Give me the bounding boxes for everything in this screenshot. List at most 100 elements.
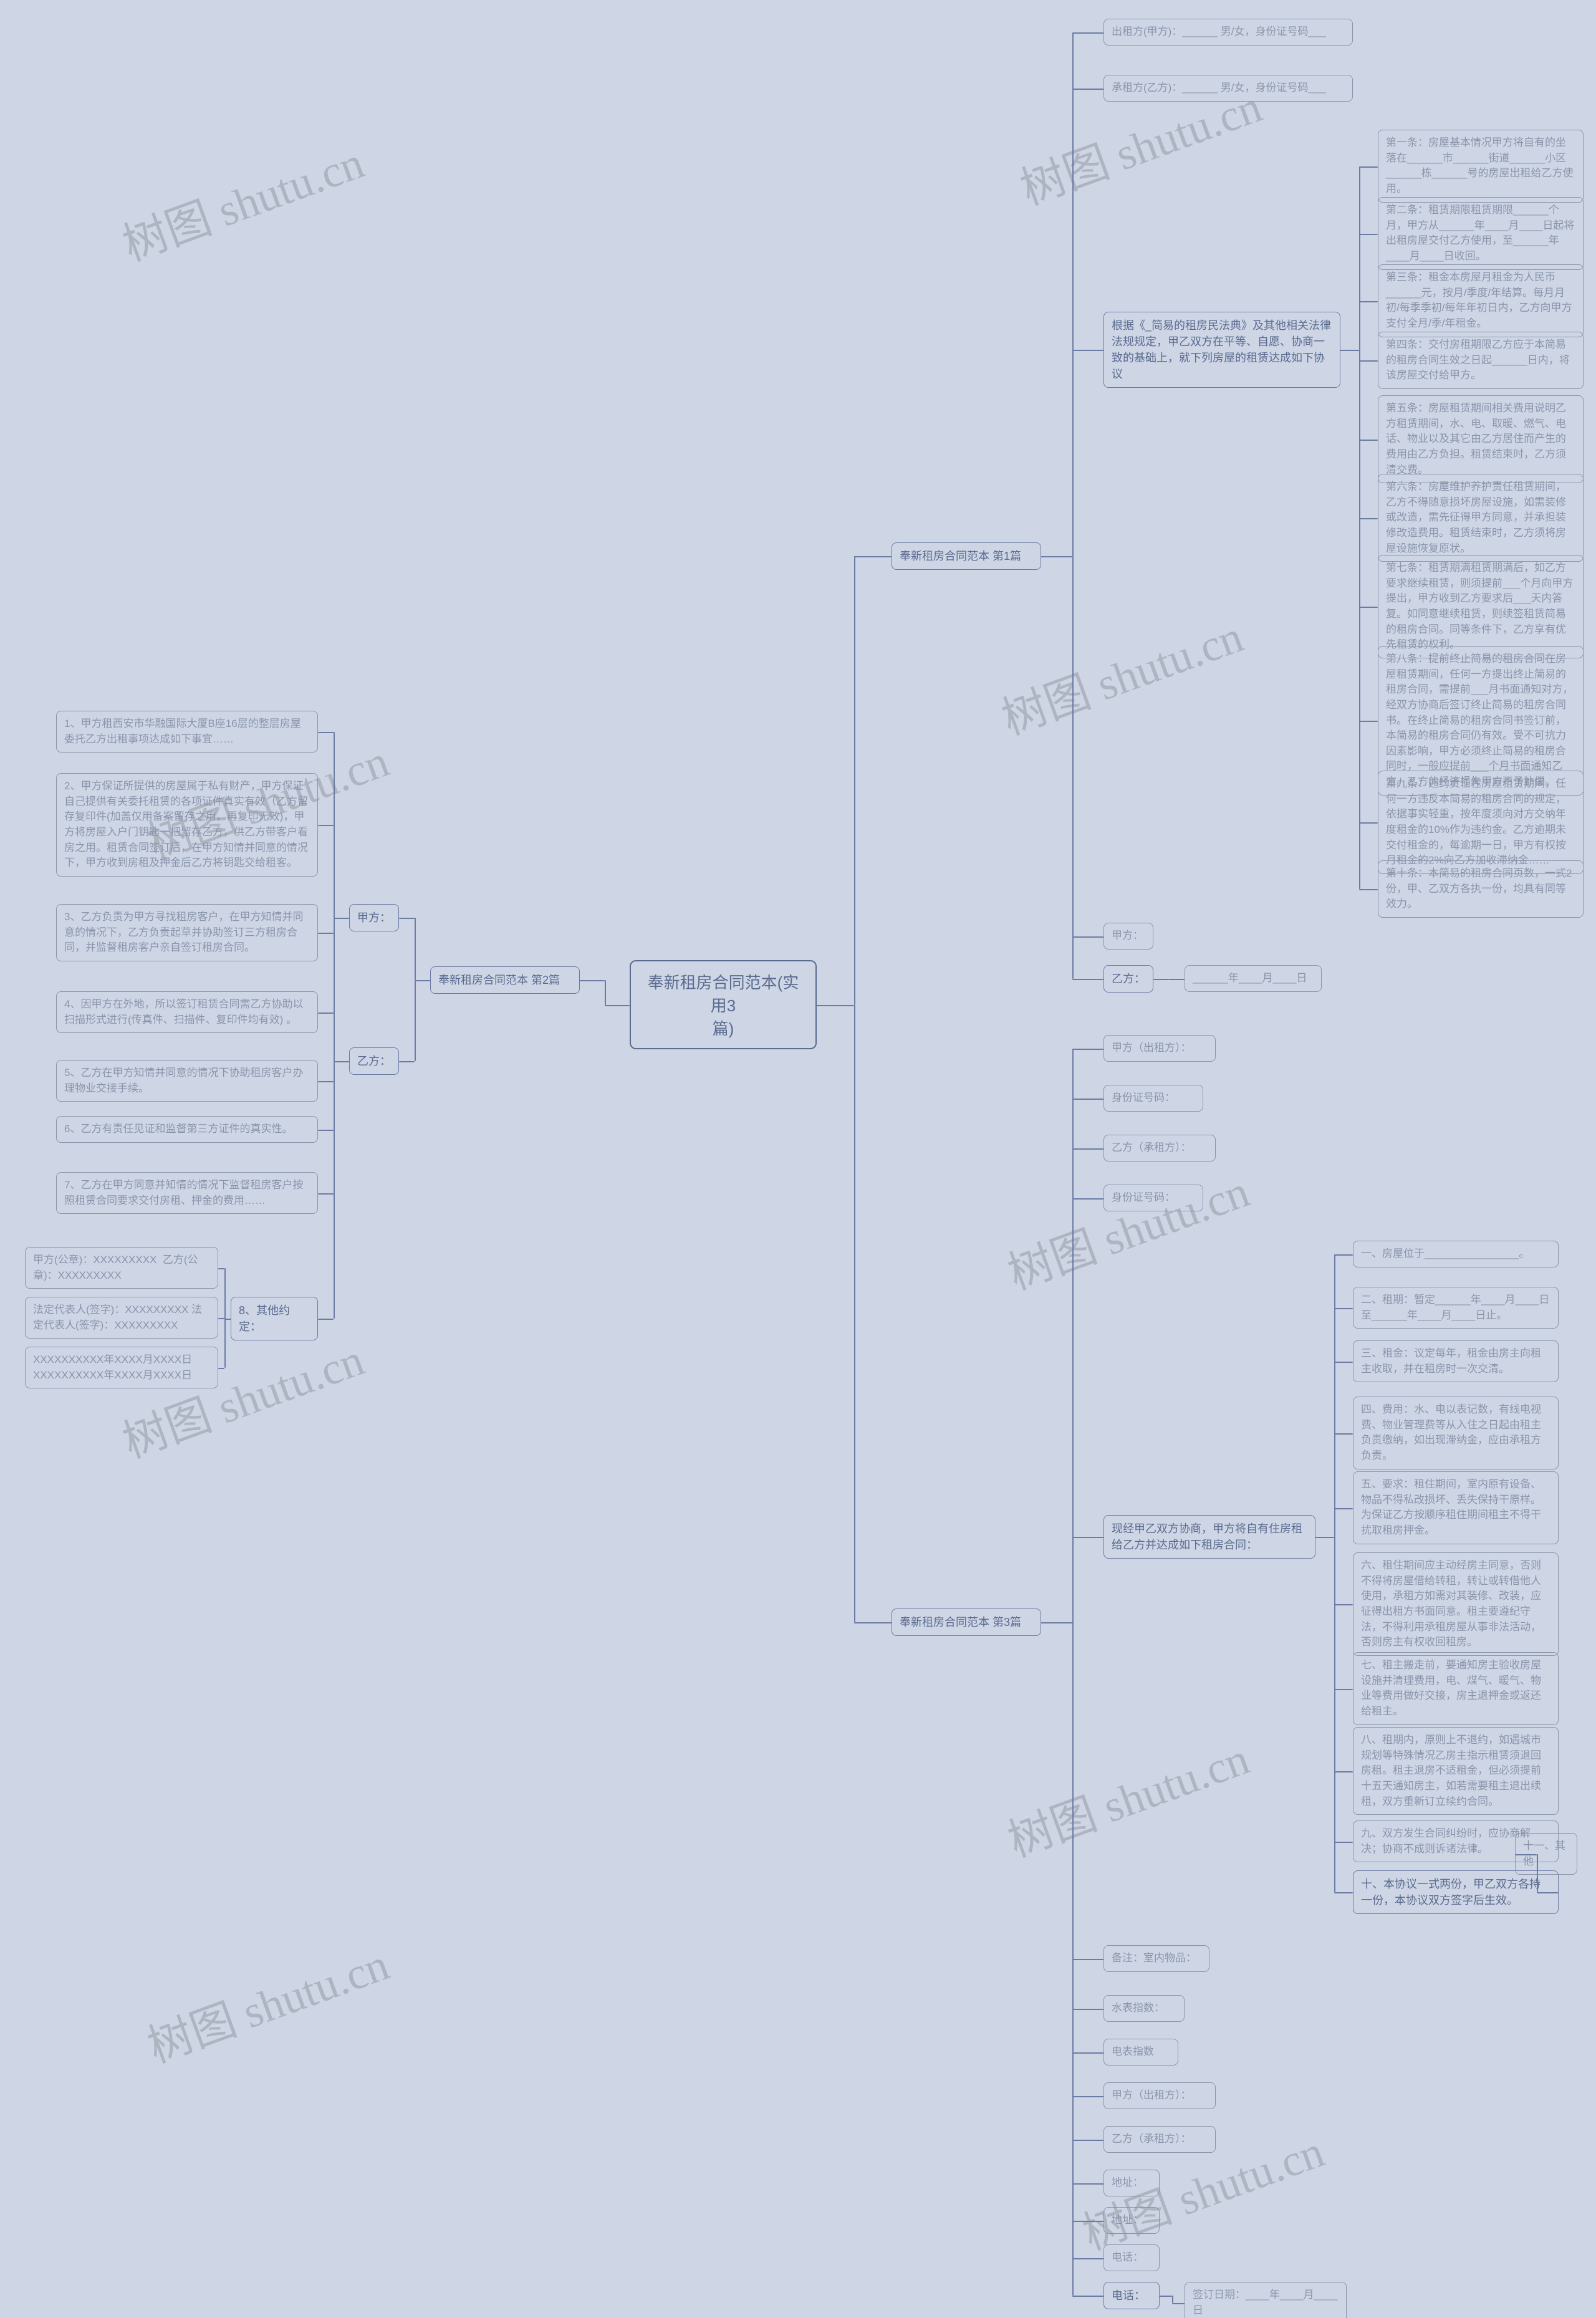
node-label: 第二条：租赁期限租赁期限______个月，甲方从______年____月____… [1386,204,1574,262]
connector [1340,350,1359,351]
node-label: 4、因甲方在外地，所以签订租赁合同需乙方协助以扫描形式进行(传真件、扫描件、复印… [64,998,303,1026]
node-s3c9: 甲方（出租方）： [1103,2082,1216,2109]
node-p2c1: 甲方(公章)：XXXXXXXXX 乙方(公章)：XXXXXXXXX [25,1247,218,1289]
node-label: 十、本协议一式两份，甲乙双方各持一份，本协议双方签字后生效。 [1361,1878,1541,1907]
connector [224,1319,226,1368]
connector [854,1622,892,1623]
connector [1172,2296,1173,2303]
node-label: 身份证号码： [1112,1092,1175,1104]
node-s3c6: 备注：室内物品： [1103,1945,1209,1972]
node-label: 第一条：房屋基本情况甲方将自有的坐落在______市______街道______… [1386,137,1573,195]
connector [854,556,855,1005]
node-label: 五、要求：租住期间，室内原有设备、物品不得私改损坏、丢失保持干原样。为保证乙方按… [1361,1478,1541,1536]
node-a1: 第一条：房屋基本情况甲方将自有的坐落在______市______街道______… [1378,130,1584,203]
connector [854,556,892,557]
connector [334,1061,349,1062]
connector [1359,234,1378,235]
connector [399,918,415,919]
node-label: 八、租期内，原则上不退约，如遇城市规划等特殊情况乙房主指示租赁须退回房租。租主退… [1361,1734,1541,1807]
connector [1334,1433,1353,1435]
node-p2c2: 法定代表人(签字)：XXXXXXXXX 法定代表人(签字)：XXXXXXXXX [25,1297,218,1339]
connector [1359,889,1378,890]
node-s1c1: 出租方(甲方)：______ 男/女，身份证号码___ [1103,19,1353,46]
node-label: 二、租期：暂定______年____月____日至______年____月___… [1361,1294,1549,1321]
connector [1334,1842,1353,1843]
node-label: 第十条：本简易的租房合同页数，一式2份，甲、乙双方各执一份，均具有同等效力。 [1386,867,1572,910]
connector [1537,1892,1559,1893]
watermark: 树图 shutu.cn [112,1323,372,1471]
connector [1359,301,1360,350]
node-label: 第八条：提前终止简易的租房合同在房屋租赁期间，任何一方提出终止简易的租房合同，需… [1386,653,1573,787]
connector [1072,2296,1103,2297]
node-s1c5: 乙方： [1103,965,1153,993]
connector [1072,2183,1103,2185]
node-label: 第九条：违约责任在房屋租赁期间，任何一方违反本简易的租房合同的规定，依据事实轻重… [1386,777,1566,866]
node-label: 第六条：房屋维护养护责任租赁期间，乙方不得随意损坏房屋设施，如需装修或改造，需先… [1386,481,1566,554]
node-a10: 第十条：本简易的租房合同页数，一式2份，甲、乙双方各执一份，均具有同等效力。 [1378,860,1584,918]
connector [1072,2009,1103,2010]
connector [318,1012,334,1014]
node-label: ______年____月____日 [1193,972,1307,984]
connector [224,1268,226,1319]
connector [1072,350,1074,556]
connector [318,1130,334,1131]
node-label: 四、费用：水、电以表记数，有线电视费、物业管理费等从入住之日起由租主负责缴纳，如… [1361,1403,1541,1461]
connector [1072,2258,1103,2259]
connector [1537,1854,1538,1893]
connector [415,918,416,980]
node-a3: 第三条：租金本房屋月租金为人民币______元，按月/季度/年结算。每月月初/每… [1378,264,1584,337]
connector [1072,1537,1103,1538]
node-label: 甲方（出租方）： [1112,1042,1191,1054]
node-p2b6: 7、乙方在甲方同意并知情的情况下监督租房客户按照租赁合同要求交付房租、押金的费用… [56,1172,318,1214]
node-s1c5a: ______年____月____日 [1185,965,1322,992]
connector [580,980,605,981]
connector [605,1005,630,1006]
node-label: 第四条：交付房租期限乙方应于本简易的租房合同生效之日起______日内，将该房屋… [1386,339,1570,381]
node-label: 甲方： [357,911,391,924]
node-label: 三、租金：议定每年，租金由房主向租主收取，并在租房时一次交清。 [1361,1347,1541,1375]
node-p2b7: 8、其他约定： [231,1297,318,1340]
connector [1072,1622,1074,2296]
connector [1072,2096,1103,2097]
watermark: 树图 shutu.cn [991,600,1251,748]
connector [1359,166,1378,168]
node-t2: 二、租期：暂定______年____月____日至______年____月___… [1353,1287,1559,1329]
node-p2a1: 1、甲方租西安市华融国际大厦B座16层的整层房屋委托乙方出租事项达成如下事宜…… [56,711,318,753]
connector [1315,1537,1334,1538]
node-label: 地址： [1112,2214,1143,2226]
connector [334,918,349,919]
connector [1359,822,1378,824]
connector [1072,1099,1103,1100]
node-t4: 四、费用：水、电以表记数，有线电视费、物业管理费等从入住之日起由租主负责缴纳，如… [1353,1397,1559,1469]
node-label: 乙方（承租方）： [1112,1142,1191,1153]
connector [1172,2303,1185,2304]
node-label: 六、租住期间应主动经房主同意，否则不得将房屋借给转租，转让或转借他人使用，承租方… [1361,1559,1541,1648]
connector [1334,1689,1353,1690]
connector [1334,1771,1353,1772]
node-label: 七、租主搬走前，要通知房主验收房屋设施并清理费用，电、煤气、暖气、物业等费用做好… [1361,1659,1541,1717]
connector [1072,1198,1103,1200]
node-label: XXXXXXXXXX年XXXX月XXXX日 XXXXXXXXXX年XXXX月XX… [33,1354,192,1381]
connector [605,980,606,1005]
connector [334,1061,335,1319]
node-a7: 第七条：租赁期满租赁期满后，如乙方要求继续租赁，则须提前___个月向甲方提出，甲… [1378,555,1584,658]
node-label: 承租方(乙方)：______ 男/女，身份证号码___ [1112,82,1326,94]
watermark: 树图 shutu.cn [998,1722,1257,1870]
connector [1153,979,1169,980]
connector [415,980,430,981]
connector [1334,1508,1335,1537]
connector [318,825,334,826]
connector [1072,979,1103,980]
node-label: 出租方(甲方)：______ 男/女，身份证号码___ [1112,26,1326,37]
node-t1: 一、房屋位于________________。 [1353,1241,1559,1267]
node-label: 5、乙方在甲方知情并同意的情况下协助租房客户办理物业交接手续。 [64,1067,303,1094]
connector [1160,2296,1172,2297]
connector [334,1012,335,1062]
node-label: 第五条：房屋租赁期间相关费用说明乙方租赁期间，水、电、取暖、燃气、电话、物业以及… [1386,402,1566,476]
connector [1359,350,1360,889]
node-label: 九、双方发生合同纠纷时，应协商解决；协商不成则诉诸法律。 [1361,1827,1531,1855]
node-root: 奉新租房合同范本(实用3 篇) [630,960,817,1049]
node-label: 电表指数 [1112,2046,1154,2057]
node-s3c12: 地址： [1103,2207,1160,2234]
connector [1072,936,1103,938]
